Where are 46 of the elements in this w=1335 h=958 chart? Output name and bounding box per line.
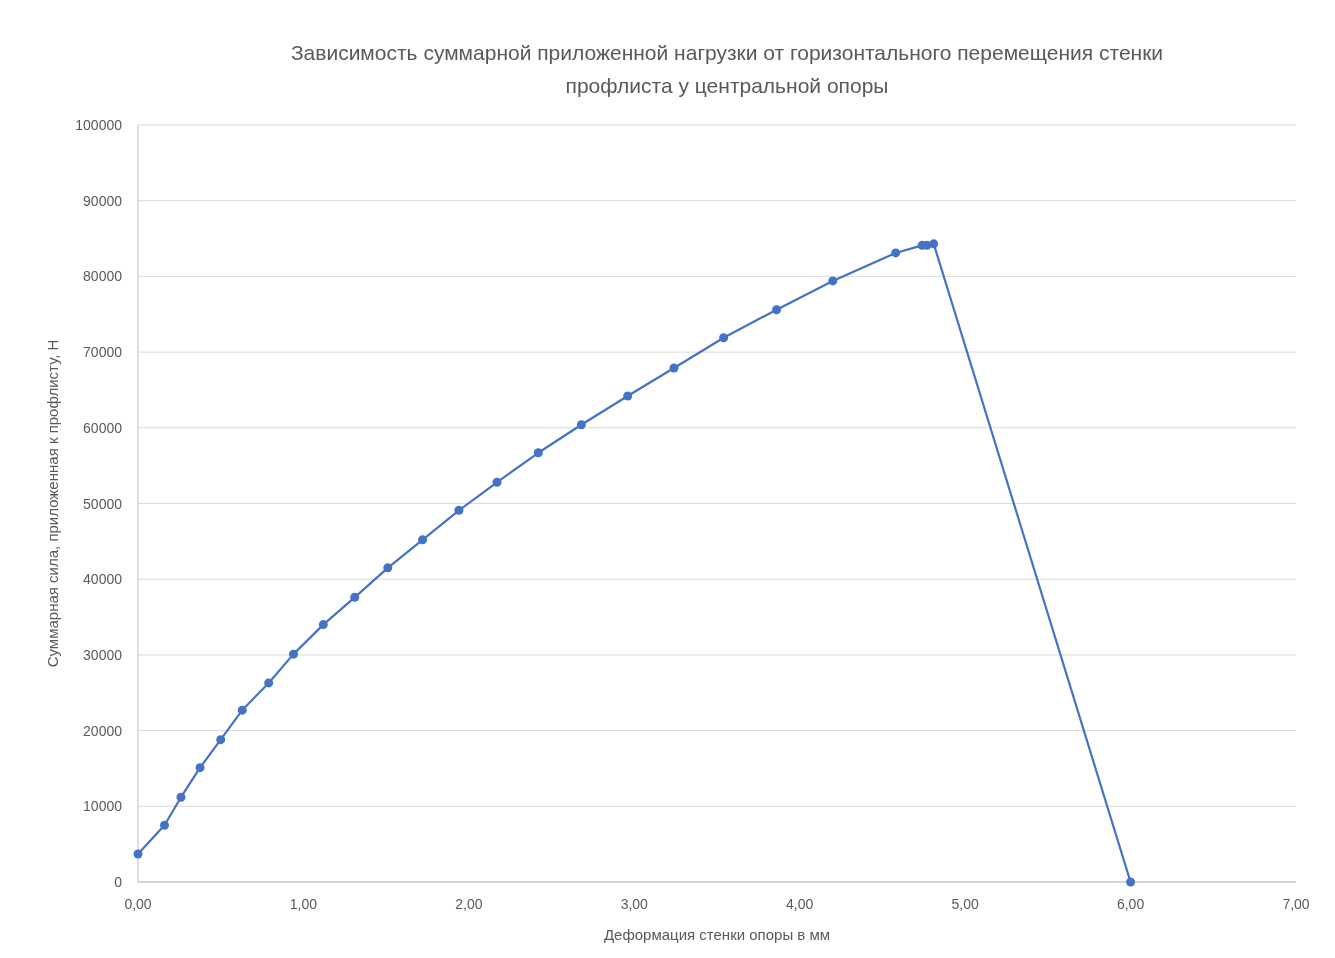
- x-tick-label: 0,00: [124, 896, 152, 912]
- y-tick-label: 50000: [83, 495, 123, 512]
- point: [929, 239, 939, 249]
- x-tick-label: 6,00: [1116, 896, 1145, 912]
- point: [576, 420, 586, 430]
- x-tick-label: 5,00: [951, 896, 979, 912]
- point: [176, 792, 186, 802]
- x-tick-label: 4,00: [786, 896, 814, 912]
- point: [159, 820, 169, 830]
- y-tick-label: 70000: [83, 344, 123, 361]
- point: [383, 563, 393, 573]
- x-axis-title: Деформация стенки опоры в мм: [603, 926, 831, 943]
- point: [772, 305, 782, 315]
- y-tick-label: 60000: [83, 419, 123, 436]
- point: [418, 535, 428, 545]
- x-tick-label: 3,00: [620, 896, 649, 912]
- y-tick-label: 0: [114, 874, 123, 890]
- y-tick-label: 40000: [83, 571, 123, 588]
- point: [623, 391, 633, 401]
- point: [719, 333, 729, 343]
- point: [669, 363, 679, 373]
- y-tick-label: 90000: [83, 192, 123, 209]
- point: [828, 276, 838, 286]
- point: [1126, 877, 1136, 887]
- chart-title: Зависимость суммарной приложенной нагрузки от горизонтального перемещения стенки профлиста у центральной опоры: [290, 41, 1164, 97]
- y-tick-label: 100000: [75, 117, 123, 133]
- y-axis-title: Суммарная сила, приложенная к профлисту, Н: [44, 339, 61, 668]
- y-tick-label: 30000: [83, 646, 123, 663]
- x-tick-label: 1,00: [289, 896, 318, 912]
- point: [289, 649, 298, 659]
- point: [891, 248, 901, 258]
- point: [133, 849, 143, 859]
- point: [195, 763, 205, 773]
- point: [264, 678, 274, 688]
- y-tick-label: 80000: [83, 268, 123, 285]
- y-tick-label: 20000: [83, 722, 123, 739]
- x-tick-label: 2,00: [455, 896, 483, 912]
- point: [318, 620, 328, 630]
- point: [216, 735, 226, 745]
- x-tick-label: 7,00: [1282, 896, 1310, 912]
- point: [454, 505, 464, 515]
- point: [350, 592, 360, 602]
- y-tick-label: 10000: [83, 798, 123, 815]
- point: [237, 705, 247, 715]
- point: [533, 448, 543, 458]
- point: [492, 477, 502, 487]
